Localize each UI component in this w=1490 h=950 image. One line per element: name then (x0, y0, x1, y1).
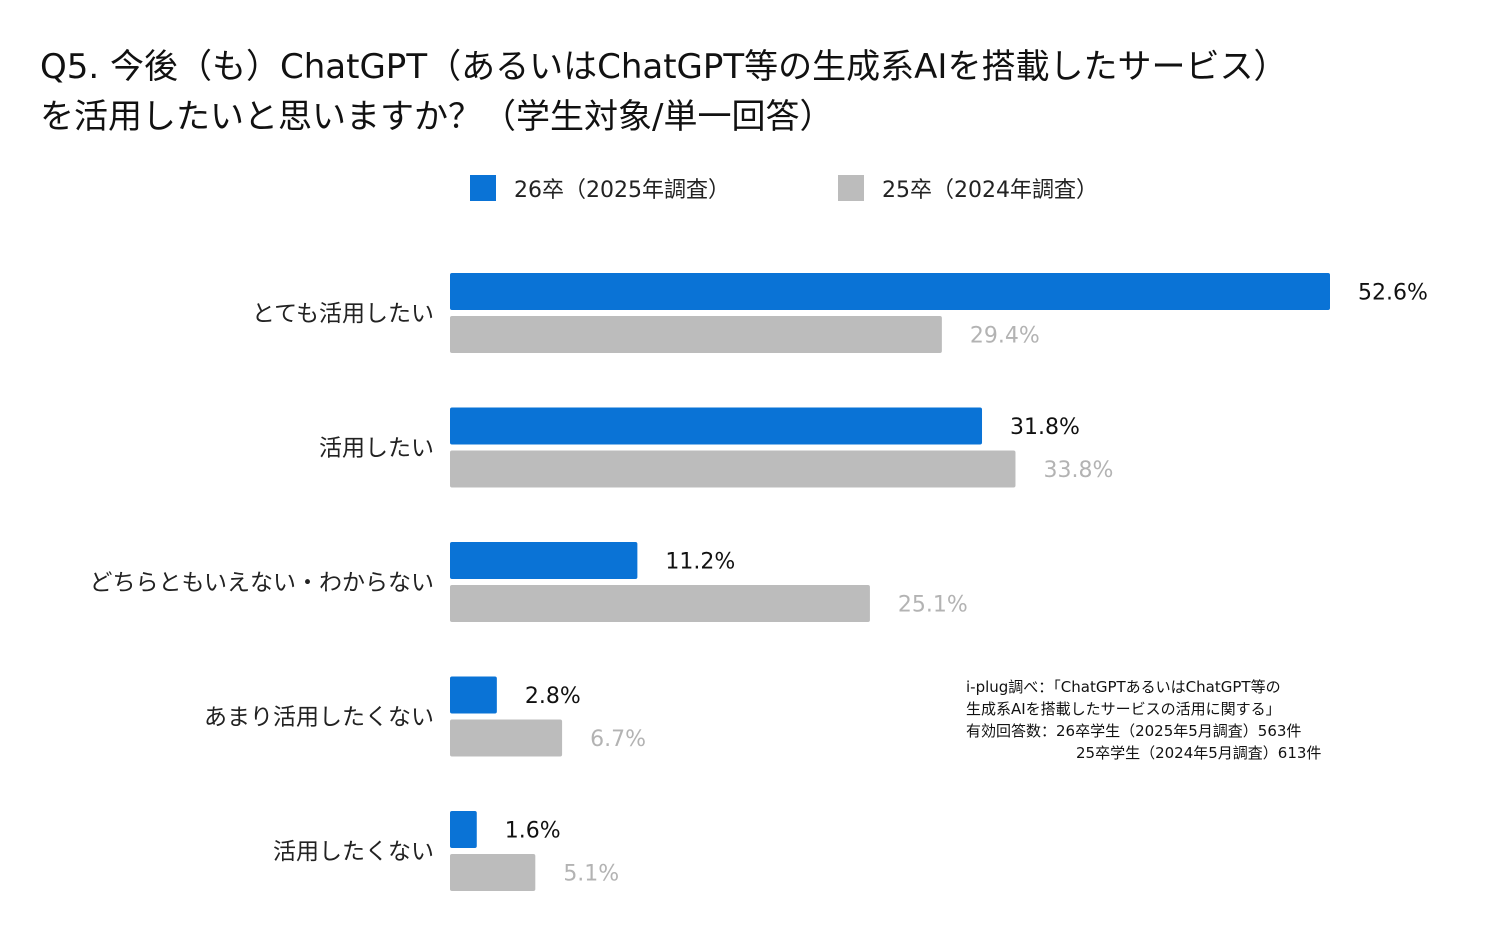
value-label-2024: 6.7% (590, 727, 646, 752)
category-label: あまり活用したくない (204, 705, 434, 731)
legend-item-2024: 25卒（2024年調査） (838, 172, 1098, 204)
bar-2024 (450, 585, 870, 622)
bar-2024 (450, 316, 942, 353)
category-label: とても活用したい (252, 301, 434, 327)
legend-item-2025: 26卒（2025年調査） (470, 172, 730, 204)
value-label-2024: 25.1% (898, 593, 968, 618)
legend-swatch-2025 (470, 175, 496, 201)
bar-2024 (450, 719, 563, 757)
title-line-1: Q5. 今後（も）ChatGPT（あるいはChatGPT等の生成系AIを搭載した… (40, 47, 1288, 87)
source-note: i-plug調べ：「ChatGPTあるいはChatGPT等の 生成系AIを搭載し… (966, 676, 1321, 764)
legend-label-2024: 25卒（2024年調査） (882, 178, 1098, 203)
bar-2025 (450, 811, 477, 848)
value-label-2025: 52.6% (1358, 281, 1428, 306)
bar-2025 (450, 407, 983, 445)
title-line-2: を活用したいと思いますか？（学生対象/単一回答） (40, 97, 834, 137)
value-label-2025: 1.6% (505, 819, 561, 844)
note-line-3: 有効回答数：26卒学生（2025年5月調査）563件 (966, 722, 1302, 740)
bar-2025 (450, 542, 638, 579)
value-label-2024: 33.8% (1043, 458, 1113, 483)
value-label-2025: 11.2% (665, 550, 735, 575)
category-label: どちらともいえない・わからない (89, 570, 434, 596)
bar-2025 (450, 676, 497, 714)
category-label: 活用したい (319, 436, 434, 462)
bar-2024 (450, 450, 1016, 488)
legend-label-2025: 26卒（2025年調査） (514, 178, 730, 203)
value-label-2024: 29.4% (970, 324, 1040, 349)
value-label-2025: 2.8% (525, 684, 581, 709)
category-label: 活用したくない (273, 839, 434, 865)
value-label-2024: 5.1% (563, 862, 619, 887)
bar-2024 (450, 854, 536, 891)
note-line-2: 生成系AIを搭載したサービスの活用に関する」 (966, 700, 1281, 718)
legend-swatch-2024 (838, 175, 864, 201)
note-line-1: i-plug調べ：「ChatGPTあるいはChatGPT等の (966, 678, 1281, 696)
value-label-2025: 31.8% (1010, 415, 1080, 440)
bar-2025 (450, 273, 1330, 310)
chart-title: Q5. 今後（も）ChatGPT（あるいはChatGPT等の生成系AIを搭載した… (40, 42, 1287, 142)
note-line-4: 25卒学生（2024年5月調査）613件 (1076, 744, 1322, 762)
